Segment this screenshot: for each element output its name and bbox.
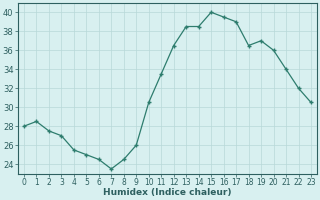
X-axis label: Humidex (Indice chaleur): Humidex (Indice chaleur) xyxy=(103,188,232,197)
